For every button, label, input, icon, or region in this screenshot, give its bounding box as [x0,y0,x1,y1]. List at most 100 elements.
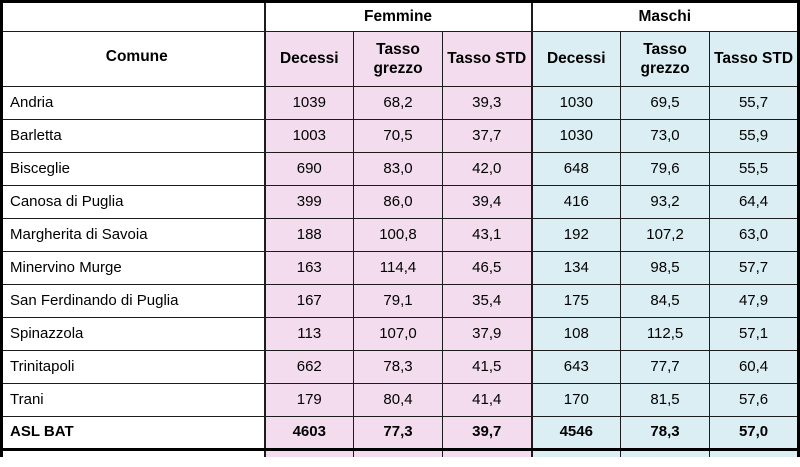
femmine-tasso-std-header: Tasso STD [441,31,533,87]
femmine-tasso-std-cell: 39,4 [441,185,533,219]
table-row: Barletta 1003 70,5 37,7 1030 73,0 55,9 [1,119,800,153]
maschi-tasso-std-cell: 63,0 [709,218,800,252]
comune-cell: Minervino Murge [1,251,265,285]
femmine-tasso-grezzo-cell: 79,1 [353,284,443,318]
femmine-tasso-std-cell: 37,9 [441,317,533,351]
maschi-tasso-grezzo-cell: 112,5 [620,317,711,351]
table-row: Canosa di Puglia 399 86,0 39,4 416 93,2 … [1,185,800,219]
cutoff-maschi-cell [620,449,711,457]
maschi-decessi-cell: 648 [530,152,622,186]
femmine-tasso-grezzo-header: Tasso grezzo [353,31,443,87]
comune-cell: Trani [1,383,265,417]
maschi-tasso-grezzo-cell: 107,2 [620,218,711,252]
femmine-tasso-grezzo-cell: 86,0 [353,185,443,219]
mortality-table: Femmine Maschi Comune Decessi Tasso grez… [0,0,800,457]
maschi-tasso-grezzo-total-cell: 78,3 [620,416,711,451]
maschi-decessi-cell: 108 [530,317,622,351]
comune-column-header: Comune [1,31,265,87]
comune-cell: Barletta [1,119,265,153]
femmine-decessi-header: Decessi [263,31,354,87]
table-row: Spinazzola 113 107,0 37,9 108 112,5 57,1 [1,317,800,351]
maschi-decessi-cell: 192 [530,218,622,252]
femmine-tasso-grezzo-cell: 70,5 [353,119,443,153]
maschi-tasso-std-cell: 55,9 [709,119,800,153]
maschi-decessi-cell: 643 [530,350,622,384]
group-header-row: Femmine Maschi [1,1,800,32]
femmine-tasso-std-cell: 37,7 [441,119,533,153]
femmine-tasso-grezzo-cell: 80,4 [353,383,443,417]
femmine-tasso-std-cell: 42,0 [441,152,533,186]
maschi-tasso-grezzo-header: Tasso grezzo [620,31,711,87]
femmine-tasso-std-cell: 39,3 [441,86,533,120]
femmine-decessi-cell: 188 [263,218,354,252]
femmine-decessi-cell: 399 [263,185,354,219]
maschi-tasso-grezzo-cell: 73,0 [620,119,711,153]
comune-cell: San Ferdinando di Puglia [1,284,265,318]
maschi-tasso-std-cell: 47,9 [709,284,800,318]
maschi-tasso-std-total-cell: 57,0 [709,416,800,451]
femmine-tasso-grezzo-cell: 83,0 [353,152,443,186]
maschi-tasso-grezzo-cell: 93,2 [620,185,711,219]
maschi-tasso-grezzo-cell: 77,7 [620,350,711,384]
femmine-tasso-grezzo-cell: 114,4 [353,251,443,285]
comune-cell: Andria [1,86,265,120]
maschi-tasso-std-cell: 64,4 [709,185,800,219]
maschi-tasso-std-cell: 57,7 [709,251,800,285]
group-header-maschi: Maschi [530,1,800,32]
group-header-femmine: Femmine [263,1,533,32]
femmine-tasso-std-cell: 35,4 [441,284,533,318]
maschi-decessi-cell: 1030 [530,119,622,153]
cutoff-femmine-cell [441,449,533,457]
maschi-decessi-cell: 1030 [530,86,622,120]
table-row: Margherita di Savoia 188 100,8 43,1 192 … [1,218,800,252]
comune-cell: Trinitapoli [1,350,265,384]
cutoff-maschi-cell [709,449,800,457]
femmine-decessi-cell: 1039 [263,86,354,120]
femmine-tasso-grezzo-total-cell: 77,3 [353,416,443,451]
femmine-tasso-std-cell: 41,5 [441,350,533,384]
table-row: Bisceglie 690 83,0 42,0 648 79,6 55,5 [1,152,800,186]
total-label-cell: ASL BAT [1,416,265,451]
maschi-decessi-cell: 134 [530,251,622,285]
maschi-tasso-grezzo-cell: 98,5 [620,251,711,285]
maschi-tasso-grezzo-cell: 69,5 [620,86,711,120]
femmine-tasso-std-cell: 41,4 [441,383,533,417]
femmine-decessi-cell: 113 [263,317,354,351]
maschi-tasso-grezzo-cell: 79,6 [620,152,711,186]
maschi-tasso-std-cell: 57,1 [709,317,800,351]
column-header-row: Comune Decessi Tasso grezzo Tasso STD De… [1,31,800,87]
table-row: Trinitapoli 662 78,3 41,5 643 77,7 60,4 [1,350,800,384]
femmine-tasso-std-cell: 46,5 [441,251,533,285]
comune-cell: Canosa di Puglia [1,185,265,219]
cutoff-femmine-cell [353,449,443,457]
table-row: Minervino Murge 163 114,4 46,5 134 98,5 … [1,251,800,285]
corner-cell [1,1,265,32]
maschi-tasso-grezzo-cell: 84,5 [620,284,711,318]
femmine-tasso-grezzo-cell: 107,0 [353,317,443,351]
femmine-tasso-grezzo-cell: 100,8 [353,218,443,252]
femmine-decessi-cell: 167 [263,284,354,318]
maschi-decessi-cell: 175 [530,284,622,318]
comune-cell: Margherita di Savoia [1,218,265,252]
table-row: Trani 179 80,4 41,4 170 81,5 57,6 [1,383,800,417]
cutoff-maschi-cell [530,449,622,457]
table-row: San Ferdinando di Puglia 167 79,1 35,4 1… [1,284,800,318]
table-row: Andria 1039 68,2 39,3 1030 69,5 55,7 [1,86,800,120]
comune-cell: Bisceglie [1,152,265,186]
comune-cell: Spinazzola [1,317,265,351]
maschi-tasso-std-cell: 55,7 [709,86,800,120]
femmine-tasso-grezzo-cell: 68,2 [353,86,443,120]
maschi-tasso-grezzo-cell: 81,5 [620,383,711,417]
femmine-decessi-cell: 1003 [263,119,354,153]
femmine-decessi-cell: 662 [263,350,354,384]
maschi-decessi-header: Decessi [530,31,622,87]
maschi-decessi-cell: 416 [530,185,622,219]
femmine-tasso-grezzo-cell: 78,3 [353,350,443,384]
cutoff-row [1,449,800,457]
maschi-tasso-std-header: Tasso STD [709,31,800,87]
femmine-decessi-total-cell: 4603 [263,416,354,451]
femmine-tasso-std-total-cell: 39,7 [441,416,533,451]
maschi-decessi-cell: 170 [530,383,622,417]
maschi-decessi-total-cell: 4546 [530,416,622,451]
